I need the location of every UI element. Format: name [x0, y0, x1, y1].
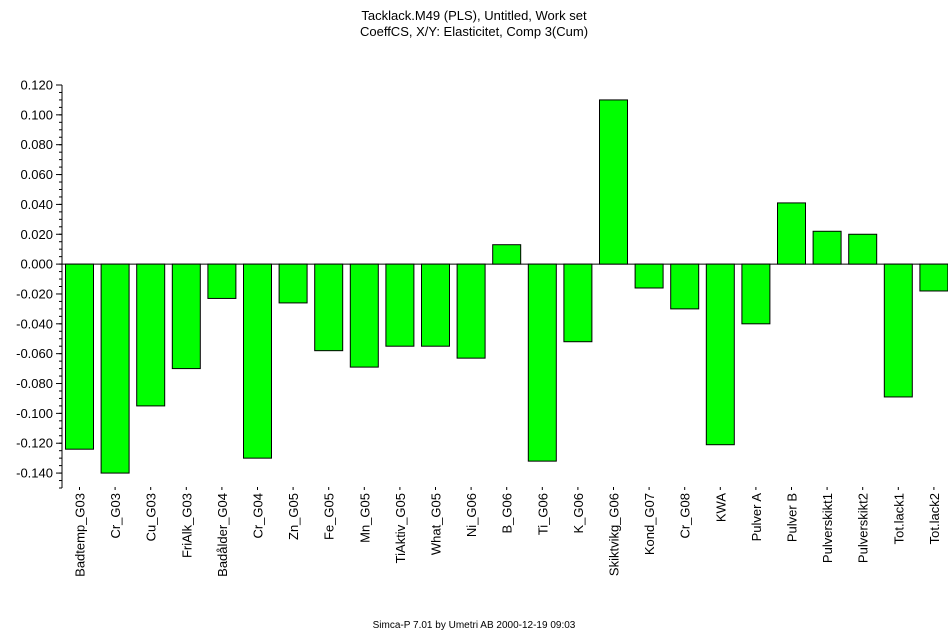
bar: [848, 233, 878, 265]
x-tick-label: Zn_G05: [286, 493, 301, 540]
x-tick-label: Fe_G05: [322, 493, 337, 540]
y-tick-label: -0.020: [16, 286, 53, 301]
x-tick-label: Ni_G06: [464, 493, 479, 537]
y-tick-label: -0.080: [16, 376, 53, 391]
bar: [919, 263, 948, 292]
bars: [65, 99, 948, 474]
bar: [563, 263, 593, 343]
bar: [171, 263, 201, 370]
x-tick-label: FriAlk_G03: [179, 493, 194, 558]
bar: [883, 263, 913, 398]
x-tick-label: Pulverskikt1: [820, 493, 835, 563]
y-tick-label: -0.100: [16, 406, 53, 421]
bar: [705, 263, 735, 446]
x-tick-label: KWA: [713, 493, 728, 522]
bar: [314, 263, 344, 352]
footer-credit: Simca-P 7.01 by Umetri AB 2000-12-19 09:…: [372, 620, 576, 631]
bar: [385, 263, 415, 347]
x-tick-label: Tot.lack2: [927, 493, 942, 544]
bar: [65, 263, 94, 450]
x-tick-label: Cr_G03: [108, 493, 123, 539]
x-tick-label: What_G05: [429, 493, 444, 555]
y-tick-label: 0.060: [20, 167, 53, 182]
y-tick-label: 0.040: [20, 197, 53, 212]
x-tick-label: Pulver A: [749, 493, 764, 542]
y-tick-label: -0.040: [16, 316, 53, 331]
y-tick-label: -0.120: [16, 436, 53, 451]
x-tick-label: B_G06: [500, 493, 515, 533]
x-tick-label: Badålder_G04: [215, 493, 230, 577]
chart-title-line2: CoeffCS, X/Y: Elasticitet, Comp 3(Cum): [359, 24, 589, 39]
x-tick-label: Cr_G04: [251, 493, 266, 539]
bar: [456, 263, 486, 359]
x-tick-label: Tot.lack1: [891, 493, 906, 544]
x-axis: Badtemp_G03 Cr_G03 Cu_G03 FriAlk_G03 Badålde…: [73, 487, 942, 577]
bar: [492, 244, 522, 265]
x-tick-label: Cu_G03: [144, 493, 159, 541]
chart-title-line1: Tacklack.M49 (PLS), Untitled, Work set: [361, 8, 587, 23]
x-tick-label: K_G06: [571, 493, 586, 533]
bar: [777, 202, 806, 265]
bar: [100, 263, 130, 474]
y-tick-label: 0.000: [20, 257, 53, 272]
y-tick-label: -0.060: [16, 346, 53, 361]
y-tick-label: 0.020: [20, 227, 53, 242]
bar: [421, 263, 450, 347]
y-tick-label: -0.140: [16, 466, 53, 481]
x-tick-label: Cr_G08: [678, 493, 693, 539]
bar: [634, 263, 664, 289]
x-tick-label: Mn_G05: [357, 493, 372, 543]
bar: [278, 263, 308, 304]
bar: [136, 263, 166, 407]
bar: [349, 263, 379, 368]
y-tick-label: 0.100: [20, 107, 53, 122]
x-tick-label: Kond_G07: [642, 493, 657, 555]
x-tick-label: Pulverskikt2: [856, 493, 871, 563]
x-tick-label: Ti_G06: [535, 493, 550, 535]
chart-title: Tacklack.M49 (PLS), Untitled, Work set C…: [0, 8, 948, 40]
x-tick-label: Badtemp_G03: [73, 493, 88, 577]
bar: [599, 99, 628, 265]
x-tick-label: Skiktvikg_G06: [607, 493, 622, 576]
bar: [243, 263, 272, 459]
bar: [207, 263, 237, 299]
y-tick-label: 0.080: [20, 137, 53, 152]
bar: [527, 263, 557, 462]
bar: [670, 263, 700, 310]
bar: [741, 263, 771, 325]
y-tick-label: 0.120: [20, 78, 53, 93]
x-tick-label: Pulver B: [785, 493, 800, 542]
x-tick-label: TiAktiv_G05: [393, 493, 408, 563]
bar: [812, 230, 842, 265]
